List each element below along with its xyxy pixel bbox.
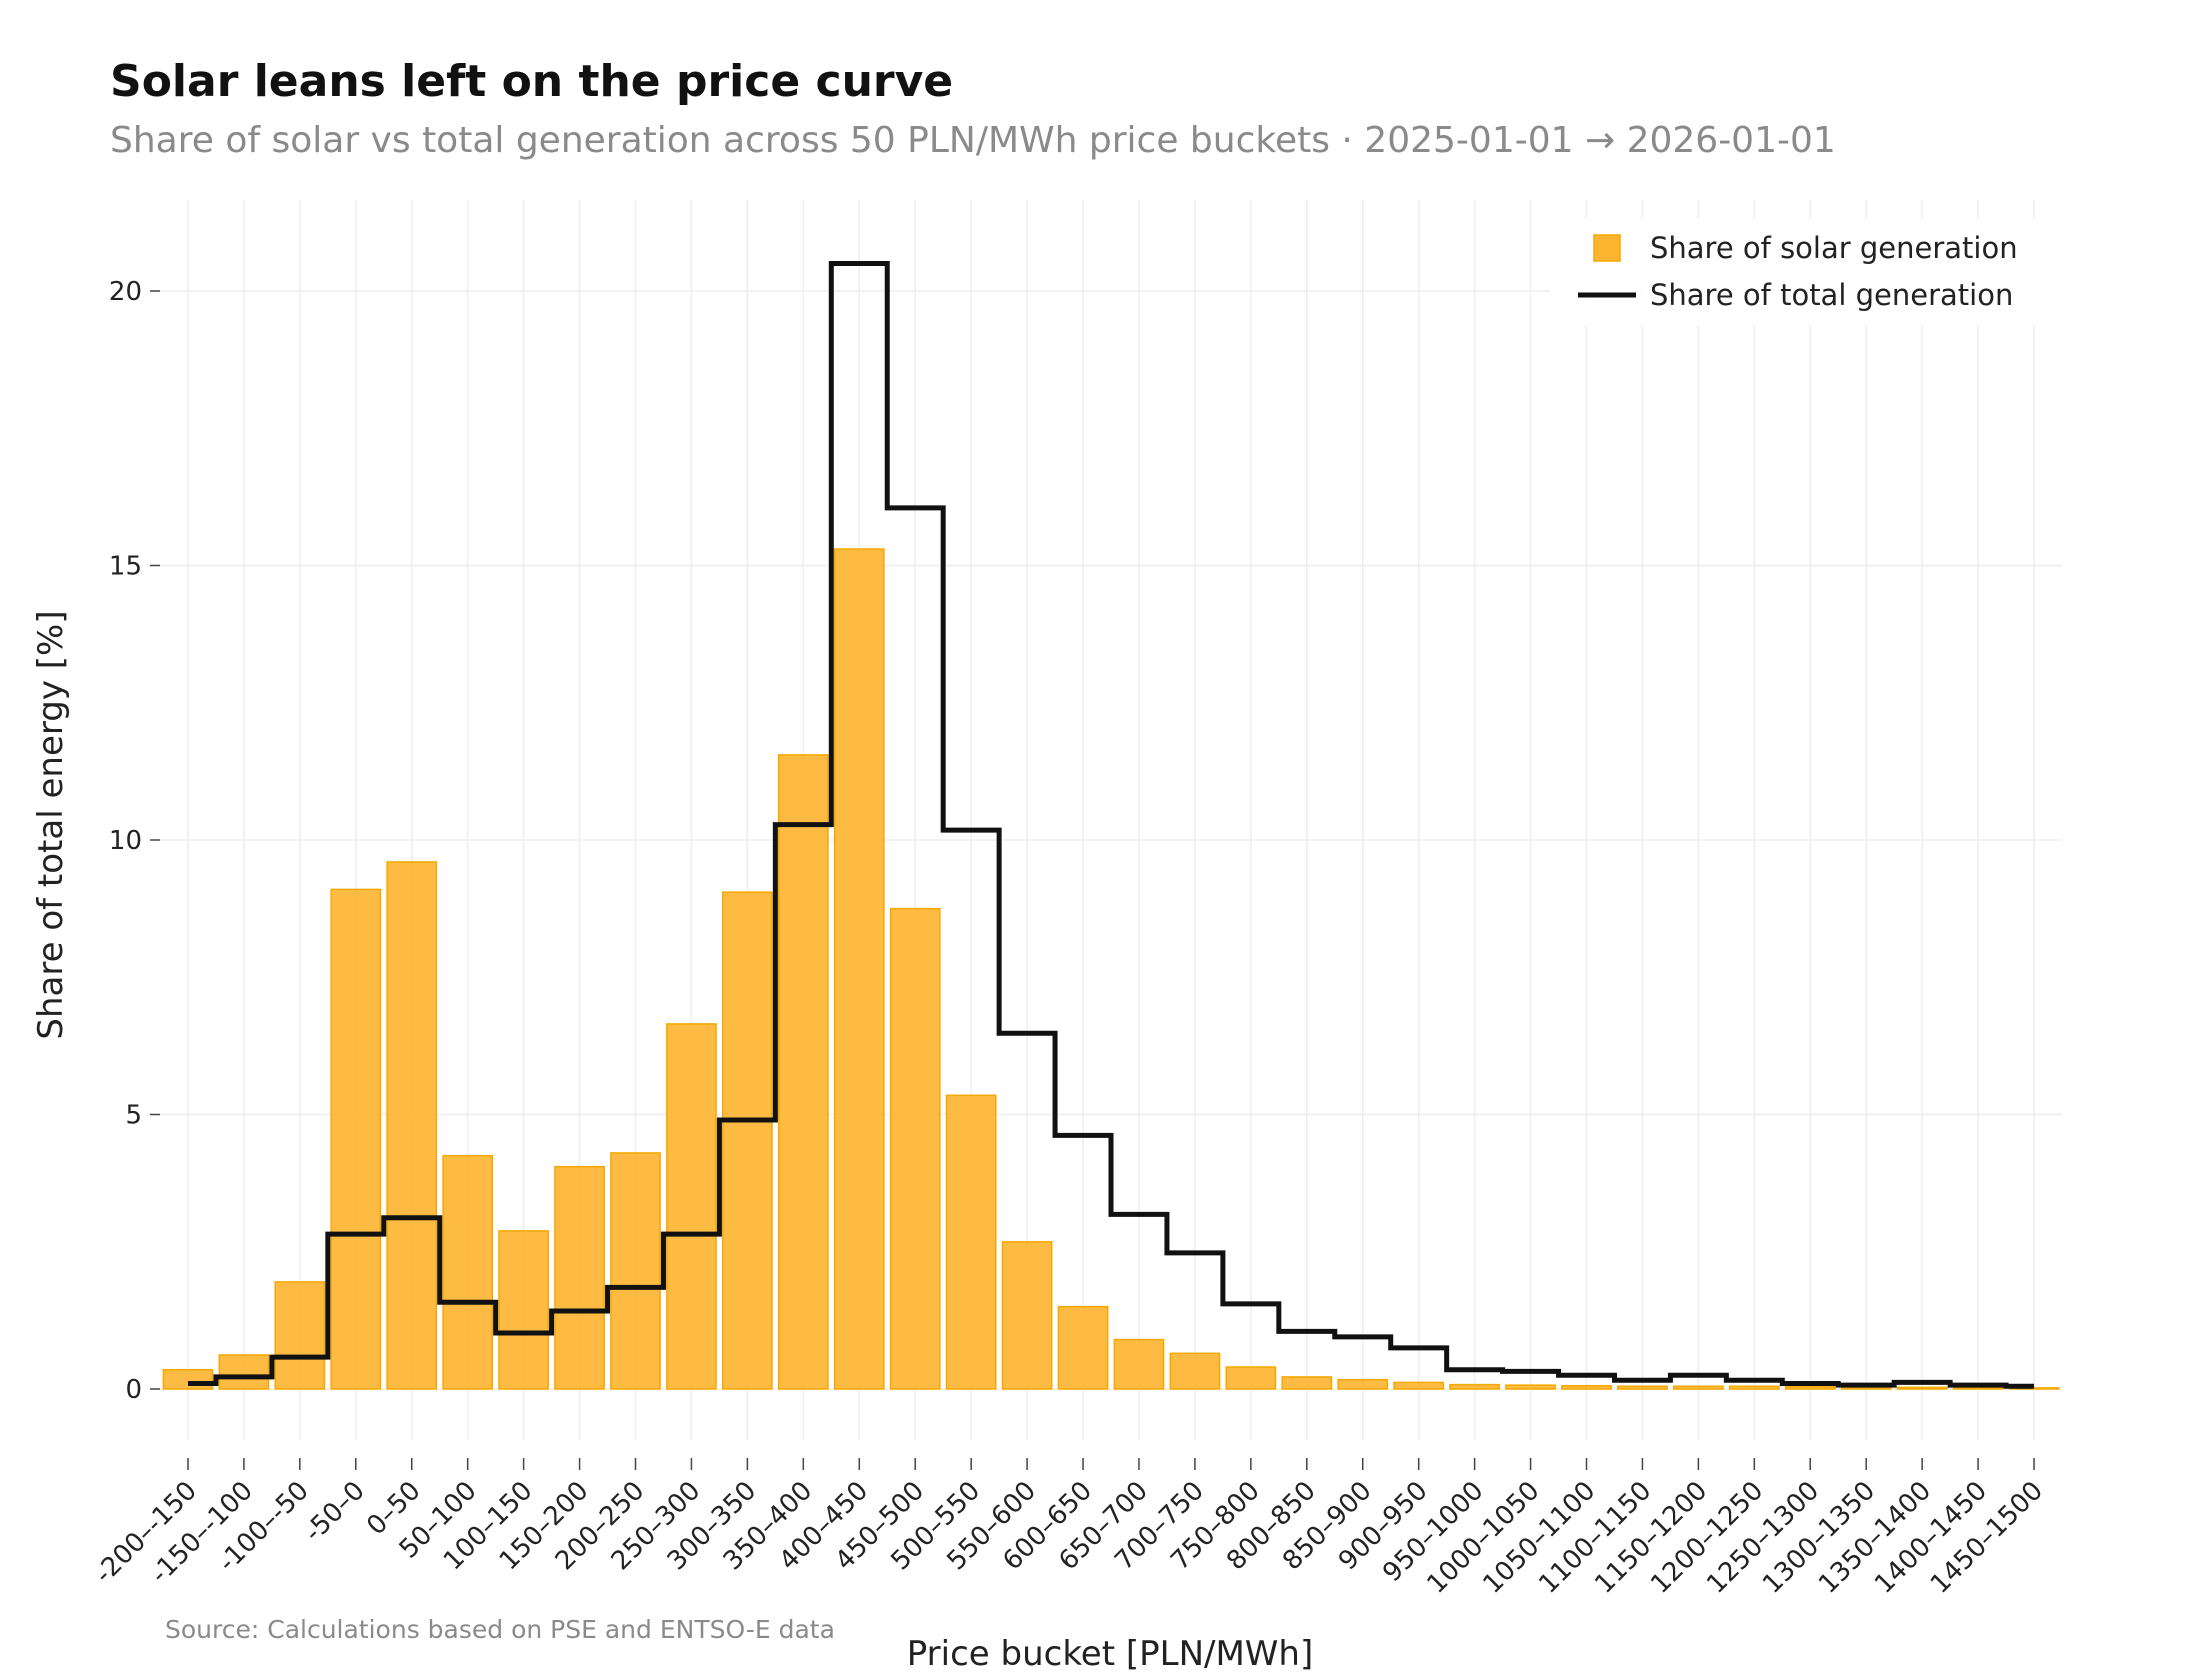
solar-bar[interactable] — [610, 1152, 661, 1390]
solar-bar[interactable] — [1617, 1385, 1668, 1390]
total-generation-step-line — [187, 261, 2035, 1389]
solar-bar[interactable] — [777, 754, 829, 1390]
solar-bar[interactable] — [1673, 1385, 1724, 1390]
solar-bar[interactable] — [666, 1023, 717, 1390]
source-note: Source: Calculations based on PSE and EN… — [165, 1615, 835, 1644]
y-tick-label: 20 — [109, 277, 142, 307]
x-tick-label: -50–0 — [299, 1476, 371, 1548]
solar-bar[interactable] — [1337, 1378, 1389, 1390]
chart-title: Solar leans left on the price curve — [110, 56, 954, 107]
solar-bar[interactable] — [1561, 1384, 1612, 1390]
y-tick-label: 10 — [109, 826, 142, 856]
y-tick-label: 15 — [109, 552, 142, 582]
solar-bar[interactable] — [833, 548, 885, 1390]
y-tick-label: 0 — [125, 1375, 142, 1405]
chart-subtitle: Share of solar vs total generation acros… — [110, 120, 1836, 161]
solar-bar[interactable] — [554, 1165, 605, 1390]
solar-bar[interactable] — [330, 888, 382, 1390]
solar-bar[interactable] — [1225, 1366, 1277, 1390]
legend-total-label: Share of total generation — [1650, 278, 2013, 312]
solar-bar[interactable] — [442, 1154, 494, 1390]
legend-solar-label: Share of solar generation — [1650, 231, 2018, 265]
solar-bar[interactable] — [1057, 1305, 1109, 1390]
solar-bar[interactable] — [1001, 1241, 1053, 1390]
solar-bar[interactable] — [1449, 1383, 1500, 1390]
solar-bar[interactable] — [1784, 1386, 1836, 1390]
solar-bars — [162, 548, 2060, 1390]
solar-bar[interactable] — [945, 1094, 997, 1390]
y-tick-label: 5 — [125, 1101, 142, 1131]
solar-bar[interactable] — [1393, 1381, 1445, 1390]
solar-bar[interactable] — [1896, 1386, 1948, 1390]
legend[interactable]: Share of solar generation Share of total… — [1550, 218, 2070, 326]
solar-bar[interactable] — [1728, 1385, 1780, 1390]
solar-bar[interactable] — [1113, 1338, 1165, 1390]
legend-solar-swatch — [1593, 234, 1621, 262]
x-axis-title: Price bucket [PLN/MWh] — [907, 1634, 1313, 1674]
solar-bar[interactable] — [1169, 1352, 1221, 1390]
solar-bar[interactable] — [1505, 1384, 1556, 1390]
solar-bar[interactable] — [386, 861, 438, 1390]
solar-bar[interactable] — [498, 1230, 549, 1390]
solar-bar[interactable] — [162, 1369, 214, 1390]
solar-bar[interactable] — [274, 1281, 326, 1390]
solar-bar[interactable] — [889, 907, 941, 1390]
solar-bar[interactable] — [1281, 1376, 1333, 1390]
legend-background — [1550, 218, 2070, 326]
solar-bar[interactable] — [218, 1354, 270, 1390]
solar-bar[interactable] — [722, 891, 773, 1390]
y-axis-title: Share of total energy [%] — [31, 610, 71, 1039]
